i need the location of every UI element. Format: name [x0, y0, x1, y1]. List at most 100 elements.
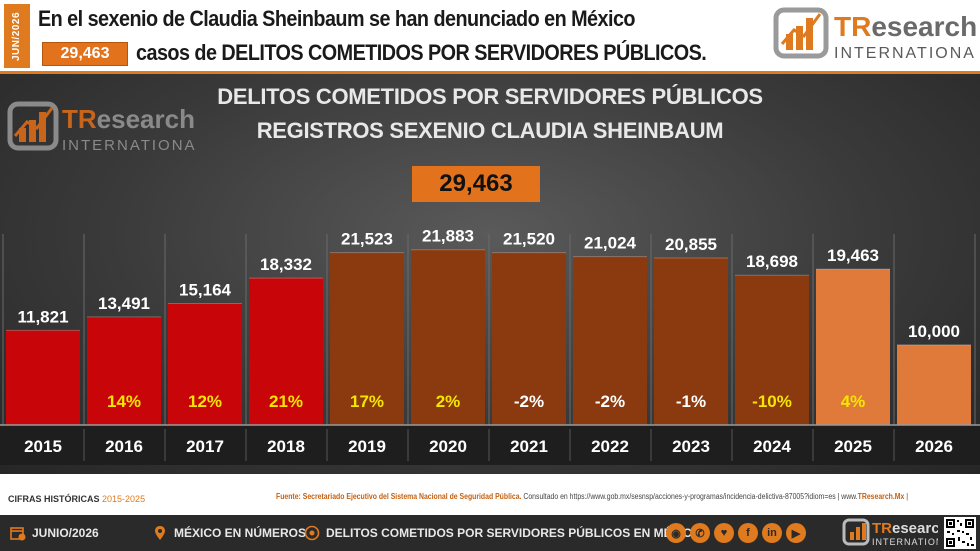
category-label-2020: 2020 — [429, 437, 467, 456]
crime-topic-icon — [304, 525, 320, 541]
pct-label-2016: 14% — [107, 392, 141, 411]
sources-bar — [0, 488, 980, 510]
pct-label-2020: 2% — [436, 392, 461, 411]
footer-date-text: JUNIO/2026 — [32, 526, 99, 540]
category-label-2016: 2016 — [105, 437, 143, 456]
source-citation: Fuente: Secretariado Ejecutivo del Siste… — [276, 492, 908, 501]
category-label-2023: 2023 — [672, 437, 710, 456]
pct-label-2023: -1% — [676, 392, 706, 411]
category-band — [0, 425, 980, 465]
social-icon-1[interactable]: ✆ — [690, 523, 710, 543]
logo-subtitle: INTERNATIONAL — [834, 45, 976, 62]
cifras-range: 2015-2025 — [102, 494, 146, 504]
bar-2023 — [654, 257, 728, 425]
category-label-2021: 2021 — [510, 437, 548, 456]
side-tag-text: JUN/2026 — [11, 11, 23, 61]
value-label-2024: 18,698 — [746, 252, 798, 271]
footer-topic-text: DELITOS COMETIDOS POR SERVIDORES PÚBLICO… — [326, 526, 701, 540]
watermark-rest: esearch — [97, 104, 195, 134]
source-url[interactable]: Consultado en https://www.gob.mx/sesnsp/… — [523, 492, 858, 501]
svg-text:TResearch: TResearch — [834, 11, 976, 42]
calendar-icon — [10, 527, 26, 541]
pct-label-2025: 4% — [841, 392, 866, 411]
bar-2025 — [816, 269, 890, 425]
pct-label-2019: 17% — [350, 392, 384, 411]
value-label-2023: 20,855 — [665, 235, 717, 254]
footer-section-text: MÉXICO EN NÚMEROS — [174, 526, 307, 540]
social-icon-5[interactable]: ▶ — [786, 523, 806, 543]
value-label-2018: 18,332 — [260, 255, 312, 274]
footer-logo-subtitle: INTERNATIONAL — [872, 537, 938, 547]
social-icon-3[interactable]: f — [738, 523, 758, 543]
header-divider — [0, 71, 980, 74]
value-label-2026: 10,000 — [908, 322, 960, 341]
source-brand-link[interactable]: TResearch.Mx — [857, 492, 905, 501]
footer-logo-rest: esearch — [892, 520, 938, 537]
value-label-2019: 21,523 — [341, 230, 393, 249]
pct-label-2024: -10% — [752, 392, 792, 411]
value-label-2025: 19,463 — [827, 246, 879, 265]
social-icon-2[interactable]: ♥ — [714, 523, 734, 543]
chart-logo-icon — [773, 7, 829, 59]
bar-2020 — [411, 249, 485, 425]
bar-chart: 11,821 13,491 14% 15,164 12% 18,332 21% 21,523 1… — [0, 227, 980, 465]
footer-section[interactable]: MÉXICO EN NÚMEROS — [152, 525, 306, 541]
pct-label-2018: 21% — [269, 392, 303, 411]
chart-title: DELITOS COMETIDOS POR SERVIDORES PÚBLICO… — [217, 84, 763, 109]
value-label-2021: 21,520 — [503, 230, 555, 249]
value-label-2016: 13,491 — [98, 294, 150, 313]
date-side-tag: JUN/2026 — [4, 4, 30, 68]
chart-subtitle: REGISTROS SEXENIO CLAUDIA SHEINBAUM — [256, 118, 724, 143]
value-label-2015: 11,821 — [17, 307, 68, 326]
watermark-logo-icon — [7, 101, 59, 151]
footer-logo-tr: TR — [872, 520, 892, 537]
category-label-2025: 2025 — [834, 437, 872, 456]
logo-rest: esearch — [871, 11, 976, 42]
value-label-2022: 21,024 — [584, 234, 637, 253]
cifras-label: CIFRAS HISTÓRICAS — [8, 494, 100, 504]
tresearch-logo[interactable]: TResearch INTERNATIONAL — [772, 4, 980, 66]
watermark-logo: TResearch INTERNATIONAL — [6, 98, 205, 160]
bar-2015 — [6, 330, 80, 425]
headline-line-2: casos de DELITOS COMETIDOS POR SERVIDORE… — [136, 40, 707, 65]
pct-label-2022: -2% — [595, 392, 625, 411]
bar-2024 — [735, 275, 809, 425]
category-label-2018: 2018 — [267, 437, 305, 456]
logo-tr: TR — [834, 11, 871, 42]
category-label-2015: 2015 — [24, 437, 62, 456]
footer-logo[interactable]: TResearch INTERNATIONAL — [842, 516, 955, 550]
footer-topic[interactable]: DELITOS COMETIDOS POR SERVIDORES PÚBLICO… — [304, 525, 701, 541]
source-prefix: Fuente: Secretariado Ejecutivo del Siste… — [276, 492, 522, 501]
source-end: | — [904, 492, 909, 501]
category-label-2019: 2019 — [348, 437, 386, 456]
footer-bar: JUNIO/2026 MÉXICO EN NÚMEROS DELITOS COM… — [0, 515, 980, 551]
bar-2018 — [249, 278, 323, 425]
watermark-tr: TR — [62, 104, 97, 134]
total-count-box: 29,463 — [412, 166, 540, 202]
pct-label-2021: -2% — [514, 392, 544, 411]
bar-2021 — [492, 252, 566, 425]
category-label-2024: 2024 — [753, 437, 791, 456]
historical-figures-label: CIFRAS HISTÓRICAS 2015-2025 — [8, 494, 145, 504]
social-icon-4[interactable]: in — [762, 523, 782, 543]
value-label-2020: 21,883 — [422, 227, 474, 246]
svg-text:TResearch: TResearch — [62, 104, 195, 134]
bar-2019 — [330, 252, 404, 425]
category-label-2022: 2022 — [591, 437, 629, 456]
bar-2016 — [87, 316, 161, 425]
social-icon-0[interactable]: ◉ — [666, 523, 686, 543]
value-label-2017: 15,164 — [179, 281, 232, 300]
footer-logo-icon — [842, 518, 870, 546]
footer-date: JUNIO/2026 — [10, 525, 99, 541]
headline-line-1: En el sexenio de Claudia Sheinbaum se ha… — [38, 6, 636, 31]
bar-2026 — [897, 344, 971, 425]
location-icon — [155, 526, 165, 540]
svg-text:TResearch: TResearch — [872, 520, 938, 537]
qr-code-icon — [944, 517, 976, 549]
watermark-subtitle: INTERNATIONAL — [62, 137, 196, 154]
bar-2022 — [573, 256, 647, 425]
headline-count-badge: 29,463 — [42, 42, 128, 66]
qr-code[interactable] — [944, 517, 976, 549]
category-label-2017: 2017 — [186, 437, 224, 456]
pct-label-2017: 12% — [188, 392, 222, 411]
